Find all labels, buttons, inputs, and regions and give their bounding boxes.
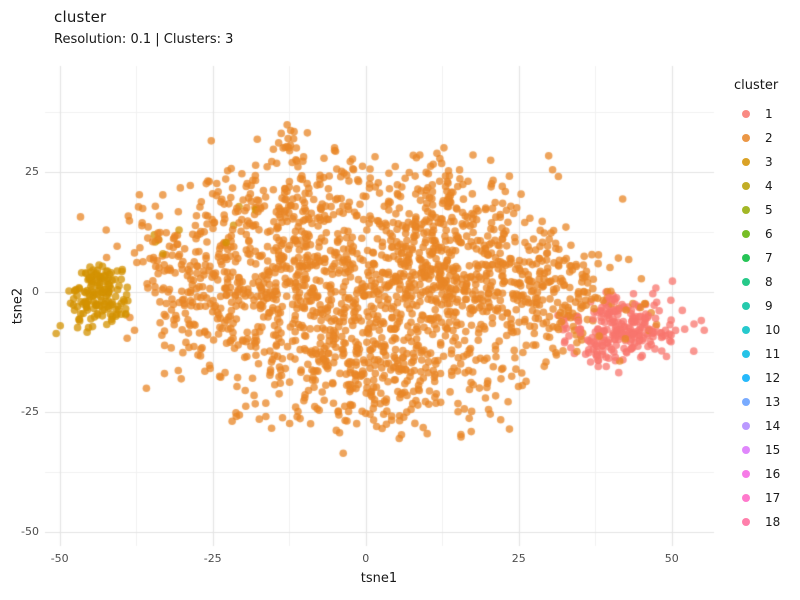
legend-item-label: 1 [765,107,773,121]
x-tick-label: 50 [664,552,679,565]
y-tick-label: -25 [21,405,39,419]
legend-item-label: 8 [765,275,773,289]
legend-item-label: 2 [765,131,773,145]
legend-color-dot-icon [742,230,750,238]
legend-item: 2 [732,126,773,150]
legend-item: 5 [732,198,773,222]
legend-item: 14 [732,414,780,438]
legend-item: 1 [732,102,773,126]
legend-item-label: 15 [765,443,781,457]
x-axis-title: tsne1 [360,571,398,586]
legend-item-label: 3 [765,155,773,169]
legend-title: cluster [734,78,779,93]
legend-item: 17 [732,486,780,510]
legend-color-dot-icon [742,374,750,382]
legend-item: 13 [732,390,780,414]
x-tick-label: -25 [203,552,222,565]
legend-item-label: 6 [765,227,773,241]
legend-item-label: 14 [765,419,781,433]
x-tick-label: 0 [362,552,370,565]
legend-item-label: 12 [765,371,781,385]
legend-color-dot-icon [742,446,750,454]
y-tick-label: 25 [25,165,39,179]
x-tick-label: -50 [50,552,69,565]
legend-item-label: 18 [765,515,781,529]
y-axis-title: tsne2 [10,287,26,325]
legend-color-dot-icon [742,134,750,142]
legend-item-label: 11 [765,347,781,361]
legend-color-dot-icon [742,182,750,190]
legend-item-label: 17 [765,491,781,505]
legend-item: 6 [732,222,773,246]
legend-item-label: 10 [765,323,781,337]
legend-item: 12 [732,366,780,390]
legend-color-dot-icon [742,254,750,262]
legend-color-dot-icon [742,326,750,334]
legend-color-dot-icon [742,494,750,502]
legend-item: 7 [732,246,773,270]
legend-item-label: 7 [765,251,773,265]
legend-color-dot-icon [742,470,750,478]
legend-item: 9 [732,294,773,318]
legend-item-label: 4 [765,179,773,193]
legend-color-dot-icon [742,278,750,286]
y-tick-label: 0 [32,285,39,299]
legend-color-dot-icon [742,350,750,358]
legend-color-dot-icon [742,206,750,214]
legend-item-label: 5 [765,203,773,217]
legend-item: 4 [732,174,773,198]
legend-color-dot-icon [742,518,750,526]
legend-item: 15 [732,438,780,462]
legend-color-dot-icon [742,158,750,166]
legend-item-label: 13 [765,395,781,409]
legend-color-dot-icon [742,398,750,406]
legend-color-dot-icon [742,110,750,118]
x-tick-label: 25 [511,552,526,565]
legend-item: 8 [732,270,773,294]
legend-color-dot-icon [742,422,750,430]
legend-item: 16 [732,462,780,486]
legend-item: 10 [732,318,780,342]
y-tick-label: -50 [21,525,39,539]
legend-item: 11 [732,342,780,366]
legend-item-label: 9 [765,299,773,313]
legend-item-label: 16 [765,467,781,481]
legend-item: 18 [732,510,780,534]
legend-color-dot-icon [742,302,750,310]
legend-item: 3 [732,150,773,174]
